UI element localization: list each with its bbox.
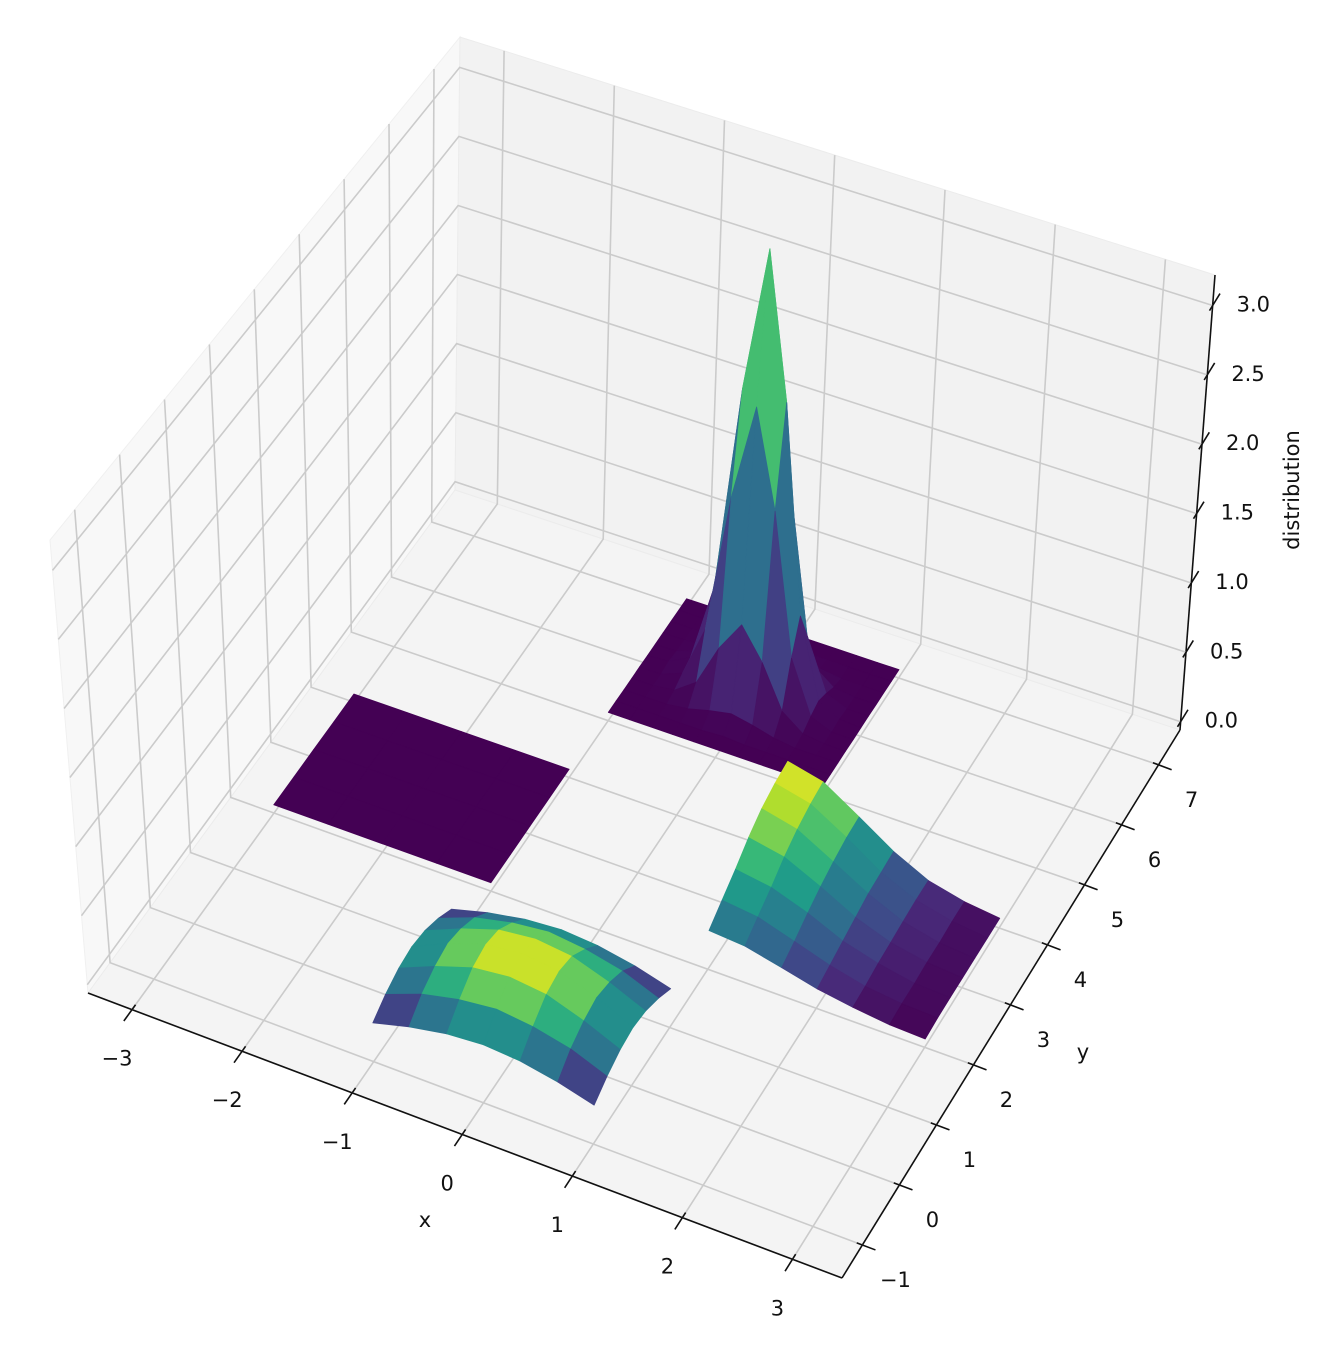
x-tick-label: 1 [551, 1213, 564, 1237]
surface-cell [889, 1003, 938, 1040]
y-axis-label: y [1077, 1040, 1089, 1064]
x-tick [453, 1129, 467, 1147]
z-tick-label: 3.0 [1237, 293, 1270, 317]
z-grid-line [51, 66, 1213, 571]
x-tick [233, 1045, 247, 1064]
y-tick [893, 1182, 913, 1191]
z-tick-label: 2.5 [1231, 362, 1264, 386]
y-grid-line [163, 399, 937, 1126]
surface-cell [557, 1048, 608, 1106]
z-tick [1187, 570, 1200, 589]
x-grid-line [131, 50, 505, 1011]
y-tick [1041, 942, 1061, 951]
z-tick [1176, 709, 1189, 728]
y-grid-line [208, 344, 974, 1066]
y-grid-line [430, 68, 1159, 766]
x-tick [674, 1212, 687, 1230]
y-tick-label: 3 [1037, 1028, 1050, 1052]
y-tick-label: 7 [1185, 788, 1198, 812]
z-grid-line [69, 273, 1197, 778]
x-tick-label: 3 [771, 1296, 784, 1320]
y-grid-line [73, 509, 863, 1246]
x-axis-label: x [419, 1208, 431, 1232]
z-tick-label: 0.5 [1210, 639, 1243, 663]
z-axis-label: distribution [1280, 430, 1304, 550]
x-tick-label: −1 [322, 1130, 353, 1154]
z-tick [1182, 639, 1195, 658]
x-tick-label: −3 [102, 1047, 133, 1071]
y-grid-line [118, 454, 900, 1186]
z-tick-label: 2.0 [1226, 431, 1259, 455]
x-grid-line [791, 259, 1167, 1260]
y-tick-label: 6 [1148, 848, 1161, 872]
x-grid-line [571, 189, 946, 1177]
y-tick [856, 1242, 876, 1251]
x-grid-line [241, 85, 616, 1052]
y-axis-line [841, 729, 1181, 1279]
surface-cell [436, 834, 511, 884]
z-tick [1192, 501, 1205, 520]
x-tick-label: 0 [441, 1171, 454, 1195]
x-axis-line [87, 992, 843, 1279]
y-tick [1078, 881, 1098, 891]
z-tick [1203, 362, 1216, 381]
y-tick-label: 5 [1111, 908, 1124, 932]
x-tick [343, 1087, 357, 1105]
y-grid-line [388, 123, 1122, 826]
y-tick [1115, 821, 1135, 831]
y-tick-label: 1 [963, 1148, 976, 1172]
z-grid-line [63, 204, 1203, 709]
z-grid-line [57, 135, 1208, 640]
x-tick [784, 1253, 797, 1272]
z-tick-label: 1.5 [1221, 501, 1254, 525]
z-tick [1198, 431, 1211, 450]
y-tick [967, 1062, 987, 1071]
x-tick [563, 1170, 577, 1189]
z-grid-line [80, 411, 1187, 917]
z-tick-label: 0.0 [1205, 709, 1238, 733]
x-tick [123, 1004, 137, 1022]
z-axis-line [1179, 274, 1216, 731]
z-tick [1208, 293, 1221, 312]
y-tick [930, 1122, 950, 1131]
z-grid-line [75, 342, 1192, 848]
x-grid-line [681, 224, 1056, 1219]
y-tick-label: −1 [880, 1268, 911, 1292]
x-tick-label: 2 [661, 1255, 674, 1279]
y-tick-label: 2 [1000, 1088, 1013, 1112]
y-tick [1152, 761, 1172, 771]
z-grid-line [86, 480, 1181, 986]
y-tick [1004, 1002, 1024, 1011]
x-tick-label: −2 [212, 1088, 243, 1112]
y-tick-label: 0 [926, 1208, 939, 1232]
y-tick-label: 4 [1074, 968, 1087, 992]
z-tick-label: 1.0 [1215, 570, 1248, 594]
